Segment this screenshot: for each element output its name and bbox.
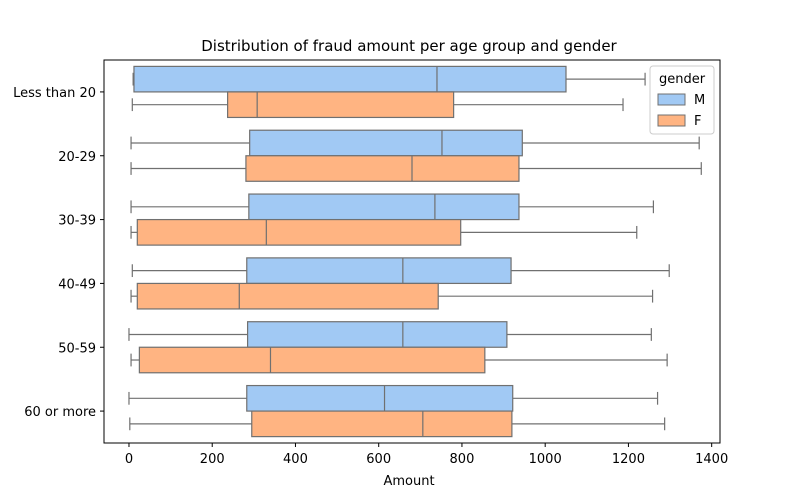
x-tick-label: 800	[450, 452, 475, 467]
x-tick-label: 600	[366, 452, 391, 467]
y-tick-label: 20-29	[58, 150, 96, 165]
box-F-0	[131, 91, 624, 119]
box-M-3	[131, 257, 670, 285]
box-F-2	[130, 218, 638, 246]
box-iqr	[248, 193, 520, 221]
box-iqr	[136, 218, 462, 246]
plot-area	[128, 65, 702, 438]
x-axis: 0 200 400 600 800 1000 1200 1400	[125, 443, 728, 467]
box-iqr	[138, 346, 486, 374]
y-axis: Less than 20 20-29 30-39 40-49 50-59 60 or mo…	[13, 86, 104, 420]
x-axis-label: Amount	[383, 474, 434, 489]
x-tick-label: 1000	[529, 452, 562, 467]
legend-swatch-F	[657, 114, 686, 127]
box-F-4	[130, 346, 668, 374]
box-iqr	[246, 384, 514, 412]
box-M-2	[130, 193, 655, 221]
y-tick-label: 30-39	[58, 214, 96, 229]
x-tick-label: 400	[283, 452, 308, 467]
box-M-5	[128, 384, 659, 412]
y-tick-label: 50-59	[58, 341, 96, 356]
legend-title: gender	[659, 72, 706, 87]
box-iqr	[136, 282, 439, 310]
y-tick-label: 40-49	[58, 277, 96, 292]
x-tick-label: 1400	[695, 452, 728, 467]
legend: gender MF	[649, 65, 715, 135]
box-M-0	[132, 65, 646, 93]
box-iqr	[251, 410, 513, 438]
x-tick-label: 200	[200, 452, 225, 467]
y-tick-label: Less than 20	[13, 86, 96, 101]
box-iqr	[227, 91, 455, 119]
chart-title: Distribution of fraud amount per age gro…	[201, 37, 617, 55]
x-tick-label: 0	[125, 452, 133, 467]
box-iqr	[246, 257, 512, 285]
plot-frame	[103, 59, 721, 444]
x-tick-label: 1200	[612, 452, 645, 467]
y-tick-label: 60 or more	[24, 405, 96, 420]
legend-swatch-M	[657, 93, 686, 106]
box-F-5	[129, 410, 666, 438]
box-iqr	[246, 321, 508, 348]
box-iqr	[249, 129, 523, 157]
box-iqr	[245, 155, 520, 182]
box-iqr	[133, 65, 567, 93]
box-M-4	[128, 321, 652, 348]
legend-label-M: M	[694, 93, 705, 108]
legend-label-F: F	[694, 114, 701, 129]
box-M-1	[130, 129, 700, 157]
box-F-3	[130, 282, 654, 310]
box-F-1	[130, 155, 702, 182]
